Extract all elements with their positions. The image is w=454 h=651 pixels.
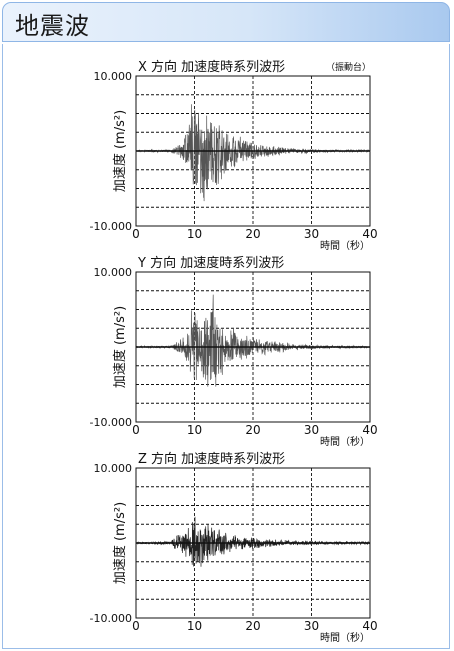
y-axis-label: 加速度 (m/s²) xyxy=(112,306,128,388)
page-header: 地震波 xyxy=(2,2,450,42)
chart-title: X 方向 加速度時系列波形 xyxy=(138,59,285,75)
y-axis-label: 加速度 (m/s²) xyxy=(112,502,128,584)
chart-title: Y 方向 加速度時系列波形 xyxy=(137,255,284,271)
waveform-series xyxy=(135,104,371,202)
x-tick-label: 40 xyxy=(362,619,377,633)
x-tick-label: 30 xyxy=(304,227,319,241)
chart-title: Z 方向 加速度時系列波形 xyxy=(138,451,285,467)
y-tick-label: -10.000 xyxy=(90,220,132,233)
x-axis-label: 時間（秒） xyxy=(320,435,370,448)
x-tick-label: 10 xyxy=(187,423,202,437)
y-tick-label: 10.000 xyxy=(94,70,133,83)
x-tick-label: 0 xyxy=(132,619,140,633)
x-tick-label: 10 xyxy=(187,619,202,633)
x-tick-label: 20 xyxy=(245,619,260,633)
x-tick-label: 10 xyxy=(187,227,202,241)
x-axis-label: 時間（秒） xyxy=(320,239,370,252)
x-tick-label: 0 xyxy=(132,227,140,241)
y-axis-label: 加速度 (m/s²) xyxy=(112,110,128,192)
chart-subtitle: （振動台） xyxy=(326,61,371,73)
x-axis-label: 時間（秒） xyxy=(320,631,370,644)
x-tick-label: 20 xyxy=(245,227,260,241)
page-title: 地震波 xyxy=(15,12,90,40)
x-tick-label: 40 xyxy=(362,227,377,241)
y-tick-label: -10.000 xyxy=(90,612,132,625)
x-tick-label: 20 xyxy=(245,423,260,437)
y-tick-label: 10.000 xyxy=(94,266,133,279)
y-tick-label: -10.000 xyxy=(90,416,132,429)
x-tick-label: 30 xyxy=(304,423,319,437)
x-tick-label: 0 xyxy=(132,423,140,437)
y-tick-label: 10.000 xyxy=(94,462,133,475)
x-tick-label: 40 xyxy=(362,423,377,437)
x-tick-label: 30 xyxy=(304,619,319,633)
